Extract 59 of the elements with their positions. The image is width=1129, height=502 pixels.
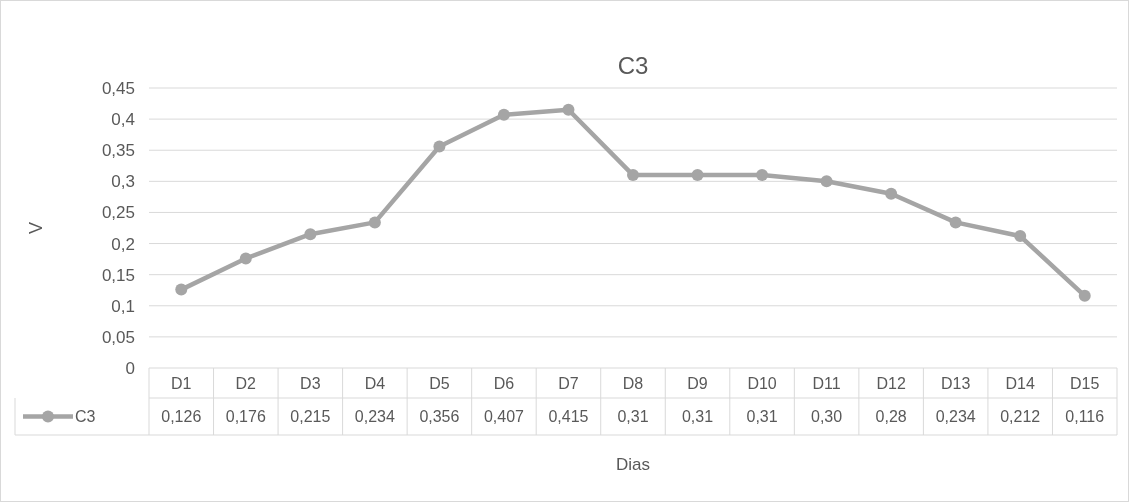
x-tick-label: D1 [171,374,192,392]
x-tick-label: D12 [876,374,906,392]
y-axis-title: V [26,221,46,235]
data-label: 0,215 [290,408,331,426]
x-tick-label: D2 [235,374,257,392]
legend-label: C3 [75,408,96,426]
y-tick-label: 0 [125,358,135,378]
data-label: 0,31 [746,408,778,426]
point [756,169,769,182]
point [368,216,381,229]
y-tick-label: 0,35 [101,141,135,161]
y-tick-label: 0,25 [101,203,135,223]
point [497,108,510,121]
point [175,283,188,296]
y-tick-label: 0,15 [101,265,135,285]
y-tick-label: 0,45 [101,78,135,98]
point [239,252,252,265]
x-tick-label: D4 [364,374,386,392]
data-label: 0,30 [811,408,843,426]
point [885,187,898,200]
x-axis-title: Dias [615,455,651,474]
data-label: 0,176 [225,408,266,426]
x-tick-label: D3 [300,374,321,392]
x-tick-label: D7 [558,374,579,392]
point [562,103,575,116]
point [433,140,446,153]
data-label: 0,415 [548,408,589,426]
x-tick-label: D15 [1070,374,1100,392]
point [949,216,962,229]
point [304,228,317,241]
point [1014,230,1027,243]
y-tick-label: 0,05 [101,327,135,347]
data-label: 0,126 [161,408,202,426]
y-tick-label: 0,4 [111,110,135,130]
y-tick-label: 0,1 [111,296,135,316]
x-tick-label: D6 [493,374,515,392]
data-label: 0,234 [354,408,395,426]
data-label: 0,31 [617,408,649,426]
x-tick-label: D9 [687,374,708,392]
data-label: 0,116 [1065,408,1105,426]
point [820,175,833,188]
data-label: 0,234 [935,408,976,426]
point [691,169,704,182]
y-tick-label: 0,3 [111,172,135,192]
x-tick-label: D13 [940,374,971,392]
x-tick-label: D5 [429,374,450,392]
point [627,169,639,182]
data-label: 0,356 [419,408,460,426]
y-tick-label: 0,2 [111,234,135,254]
data-label: 0,212 [1000,408,1041,426]
data-label: 0,31 [681,408,714,426]
x-tick-label: D8 [622,374,644,392]
x-tick-label: D10 [747,374,777,392]
x-tick-label: D14 [1005,374,1035,392]
chart-title: C3 [617,52,649,79]
data-label: 0,28 [875,408,907,426]
data-label: 0,407 [483,408,525,426]
x-tick-label: D11 [812,374,841,392]
point [1078,289,1091,302]
